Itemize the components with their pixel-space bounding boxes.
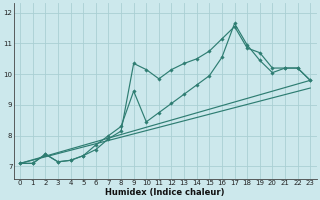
X-axis label: Humidex (Indice chaleur): Humidex (Indice chaleur) [106, 188, 225, 197]
